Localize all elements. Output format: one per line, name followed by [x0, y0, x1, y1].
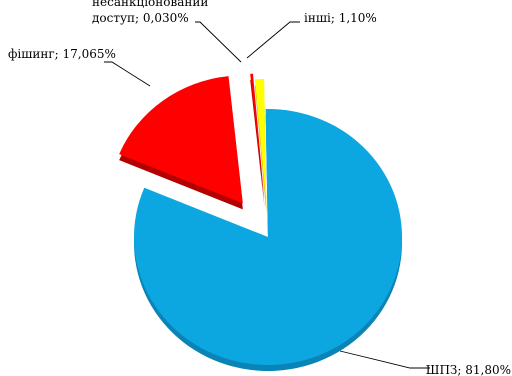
slice-2 [250, 73, 265, 202]
slice-label-2-line-1: доступ; 0,030% [92, 11, 189, 25]
slice-0 [134, 108, 402, 366]
slice-side-2 [250, 79, 265, 208]
slice-label-2-line-0: несанкціонований [92, 0, 208, 9]
slice-1 [119, 76, 243, 204]
leader-line-0 [339, 350, 430, 369]
slice-label-1: фішинг; 17,065% [8, 47, 116, 61]
leader-line-2 [195, 21, 242, 63]
leader-lines [104, 21, 430, 369]
slice-label-3: інші; 1,10% [304, 11, 377, 25]
slice-labels: ШПЗ; 81,80% фішинг; 17,065% несанкціонован… [8, 0, 511, 376]
slice-label-0: ШПЗ; 81,80% [426, 363, 511, 376]
leader-line-3 [246, 21, 300, 59]
leader-line-1 [104, 61, 151, 87]
slice-3 [254, 79, 267, 208]
slice-tops [119, 73, 402, 366]
